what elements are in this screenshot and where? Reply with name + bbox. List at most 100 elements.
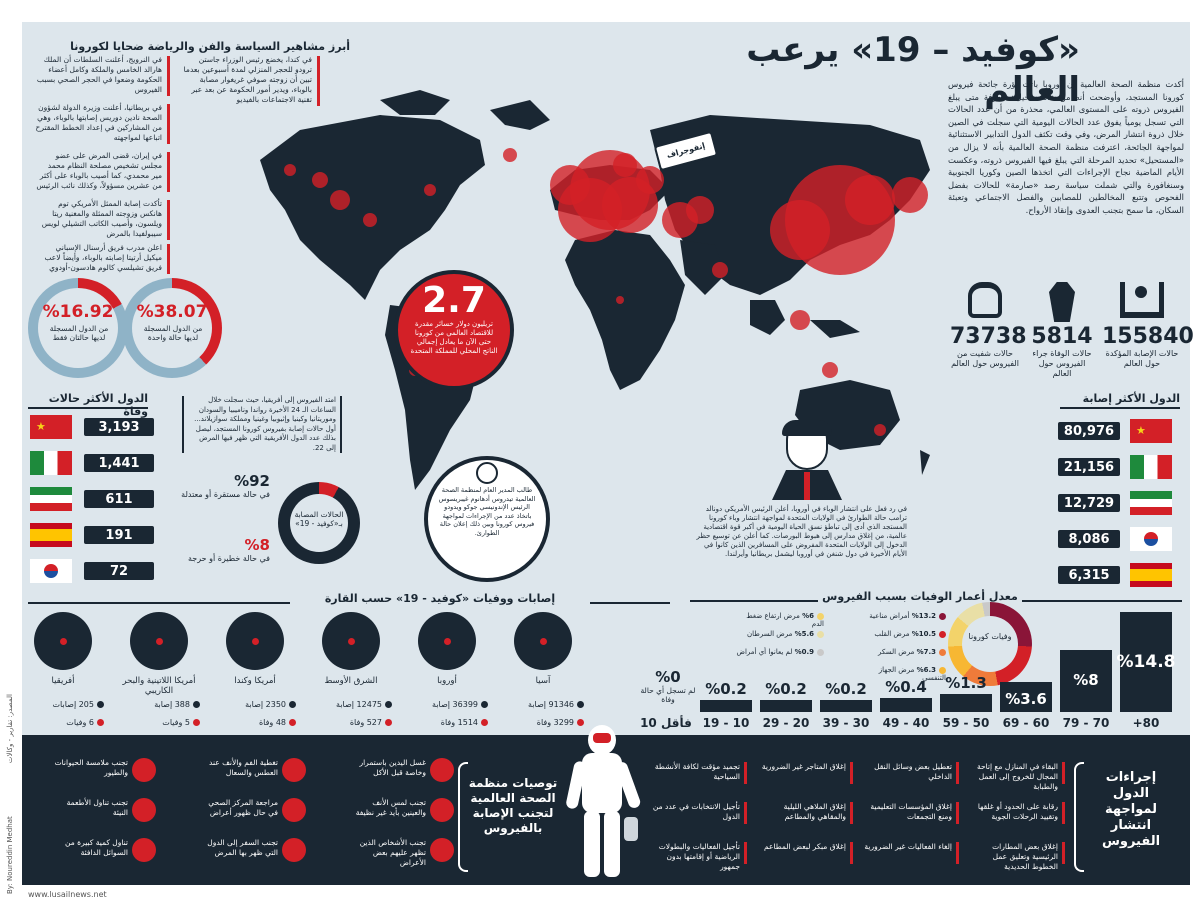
measure-bullet [956, 842, 959, 864]
measure-item: رقابة على الحدود أو غلقها وتقييد الرحلات… [977, 802, 1058, 821]
cases-value: 155840 [1102, 324, 1194, 349]
legend-swatch [939, 612, 946, 620]
age-bar-value: %0.4 [885, 678, 927, 696]
who-circle [424, 456, 550, 582]
deaths-bar-value: 72 [84, 562, 154, 580]
who-rec-item: تجنب السفر إلى الدول التي ظهر بها المرض [207, 838, 278, 857]
drink-icon [132, 838, 156, 862]
who-rec-item: تجنب ملامسة الحيوانات والطيور [54, 758, 128, 777]
measure-item: تأجيل الفعاليات والبطولات الرياضية أو إق… [658, 842, 740, 871]
age-bar-value: %0.2 [705, 680, 747, 698]
italy-flag-icon [30, 451, 72, 475]
korea-flag-icon [1130, 527, 1172, 551]
measures-heading: إجراءات الدول لمواجهة انتشار الفيروس [1101, 770, 1161, 849]
continent-name: أفريقيا [51, 676, 75, 686]
hand-wash-icon [430, 758, 454, 782]
loss-value: 2.7 [422, 280, 486, 321]
age-bar [700, 700, 752, 712]
recovered-label: حالات شفيت من الفيروس حول العالم [951, 349, 1019, 368]
who-recs-brace [458, 762, 468, 872]
deaths-value: 5814 [1031, 324, 1093, 349]
deaths-bar-value: 3,193 [84, 418, 154, 436]
who-note: طالب المدير العام لمنظمة الصحة العالمية … [438, 486, 536, 537]
continent-deaths: 48 وفاة [216, 718, 296, 727]
disease-legend-item: %10.5 مرض القلب [858, 630, 946, 638]
face-touch-icon [430, 798, 454, 822]
disease-donut-label: وفيات كورونا [968, 632, 1012, 641]
continent-name: آسيا [535, 676, 551, 686]
legend-swatch [817, 612, 824, 620]
age-heading: معدل أعمار الوفيات بسبب الفيروس [822, 590, 1018, 603]
deaths-bar-value: 1,441 [84, 454, 154, 472]
celebrity-item: اعلن مدرب فريق أرسنال الإسباني ميكيل أرت… [35, 243, 170, 274]
stat-recovered: 73738 حالات شفيت من الفيروس حول العالم [950, 282, 1027, 369]
china-flag-icon: ★ [30, 415, 72, 439]
age-bar-value: %0.2 [825, 680, 867, 698]
lungs-icon [968, 282, 1002, 318]
cases-row: 80,976 ★ [1058, 419, 1172, 443]
measure-item: تجميد مؤقت لكافة الأنشطة السياحية [654, 762, 740, 781]
iran-flag-icon [30, 487, 72, 511]
measure-item: إغلاق مبكر لبعض المطاعم [764, 842, 846, 851]
cases-label: حالات الإصابة المؤكدة حول العالم [1105, 349, 1179, 368]
measure-bullet [1062, 802, 1065, 824]
africa-note: امتد الفيروس إلى أفريقيا، حيث سجلت خلال … [182, 396, 342, 453]
continent-deaths: 1514 وفاة [408, 718, 488, 727]
age-bar [1120, 612, 1172, 712]
celebrity-item: في إيران، قضى المرض على عضو مجلس تشخيص م… [35, 151, 170, 192]
patient-bed-icon [1120, 282, 1164, 318]
disease-legend-item: %13.2 أمراض مناعية [858, 612, 946, 620]
continent-circle [130, 612, 188, 670]
deaths-label: حالات الوفاة جراء الفيروس حول العالم [1032, 349, 1092, 378]
age-bar-label: 49 - 40 [882, 716, 930, 730]
airplane-icon [282, 838, 306, 862]
continent-deaths: 3299 وفاة [504, 718, 584, 727]
deaths-row: 611 [30, 487, 154, 511]
cases-heading: الدول الأكثر إصابة [1082, 392, 1180, 405]
cases-bar-value: 21,156 [1058, 458, 1120, 476]
age-bar [1060, 650, 1112, 712]
cases-row: 6,315 [1058, 563, 1172, 587]
continent-circle [322, 612, 380, 670]
cough-icon [282, 758, 306, 782]
measures-brace [1074, 762, 1084, 872]
trump-note: في رد فعل على انتشار الوباء في أوروبا، أ… [696, 505, 907, 558]
measure-item: إغلاق المؤسسات التعليمية ومنع التجمعات [870, 802, 952, 821]
continent-name: أمريكا وكندا [234, 676, 276, 686]
sick-person-icon [430, 838, 454, 862]
age-bar-label: 69 - 60 [1002, 716, 1050, 730]
celebrity-list: في كندا، يخضع رئيس الوزراء جاستن ترودو ل… [30, 55, 320, 285]
spain-flag-icon [1130, 563, 1172, 587]
cases-bar-value: 6,315 [1058, 566, 1120, 584]
age-bar-label: +80 [1132, 716, 1160, 730]
severity-label: الحالات المصابة بـ«كوفيد - 19» [294, 510, 344, 528]
legend-swatch [939, 648, 946, 656]
one-case-value: %38.07 [136, 302, 208, 322]
bird-icon [132, 758, 156, 782]
celebrity-item: تأكدت إصابة الممثل الأمريكي توم هانكس وز… [35, 199, 170, 240]
stable-value: %92 [234, 472, 270, 490]
continent-circle [418, 612, 476, 670]
site-url: www.lusailnews.net [28, 890, 107, 899]
disease-legend-item: %5.6 مرض السرطان [736, 630, 824, 638]
continent-circle [34, 612, 92, 670]
age-bar-value: %0.2 [765, 680, 807, 698]
continent-name: الشرق الأوسط [324, 676, 378, 686]
age-bar [940, 694, 992, 712]
intro-paragraph: أكدت منظمة الصحة العالمية أن أوروبا باتت… [948, 79, 1184, 215]
age-bar-value: %1.3 [945, 674, 987, 692]
critical-label: في حالة خطيرة أو حرجة [188, 554, 270, 563]
trump-portrait [772, 420, 842, 500]
celebrity-item: في بريطانيا، أعلنت وزيرة الدولة لشؤون ال… [35, 103, 170, 144]
cases-row: 8,086 [1058, 527, 1172, 551]
continent-name: أوروبا [437, 676, 457, 686]
world-map [260, 90, 930, 490]
cases-row: 12,729 [1058, 491, 1172, 515]
who-rec-item: تجنب لمس الأنف والعينين بأيد غير نظيفة [355, 798, 426, 817]
who-rec-item: تغطية الفم والأنف عند العطس والسعال [209, 758, 278, 777]
age-bar [760, 700, 812, 712]
stat-cases: 155840 حالات الإصابة المؤكدة حول العالم [1102, 282, 1194, 369]
two-case-label: من الدول المسجلة لديها حالتان فقط [49, 324, 109, 342]
who-rec-item: تجنب الأشخاص الذين تظهر عليهم بعض الأعرا… [359, 838, 426, 867]
deaths-row: 72 [30, 559, 154, 583]
